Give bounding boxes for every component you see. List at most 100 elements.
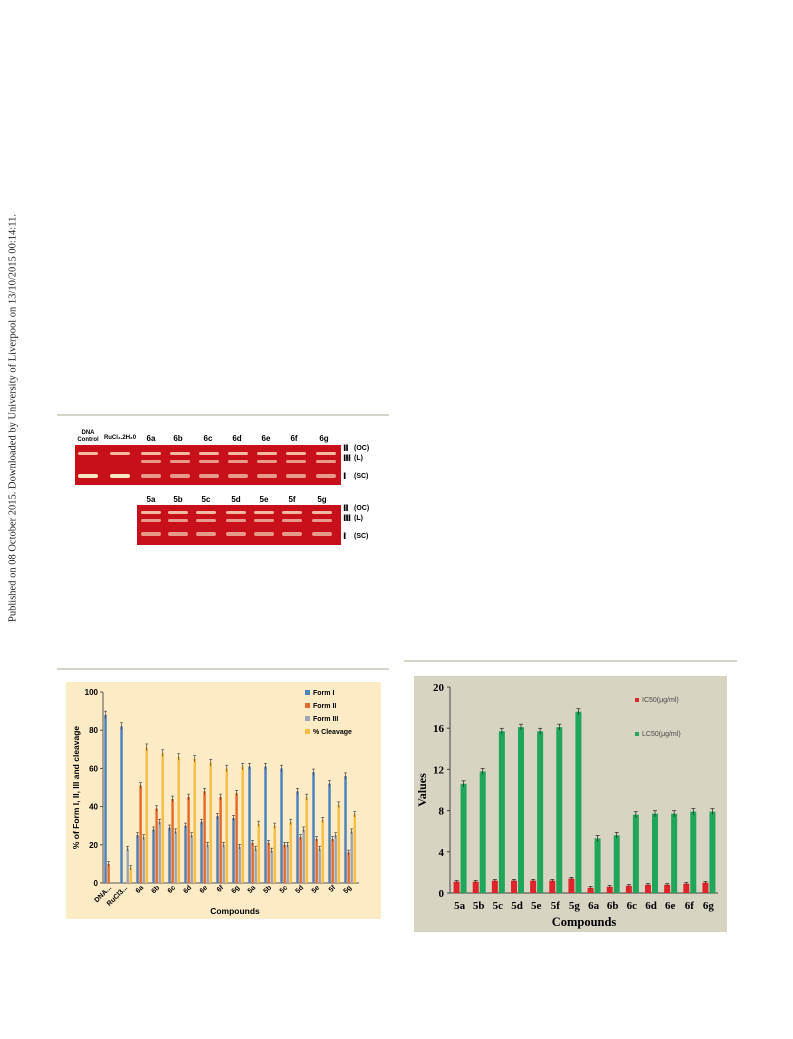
chart1-bar-form-iii-5a — [254, 848, 257, 883]
chart1-bar-cleavage-6e — [209, 762, 212, 883]
chart2-bar-ic50-g-ml-5d — [511, 880, 517, 893]
chart2-bar-lc50-g-ml-6e — [671, 813, 678, 893]
chart1-bar-form-i-6e — [200, 821, 203, 883]
gel-lane-label-rucl-2h-0: RuCl₃.2H₂0 — [103, 435, 137, 441]
gel-form-marker-2-2: III — [343, 514, 351, 524]
chart2-bar-lc50-g-ml-6f — [690, 811, 697, 893]
chart1-bar-form-ii-6d — [187, 797, 190, 883]
chart1-bar-form-iii-5c — [286, 844, 289, 883]
gel-band — [78, 452, 98, 455]
chart1-x-tick-label-5d: 5d — [294, 884, 305, 895]
chart2-x-tick-label-5a: 5a — [454, 900, 466, 912]
chart1-bar-form-ii-6a — [139, 785, 142, 883]
chart2-bar-ic50-g-ml-6d — [645, 884, 651, 893]
chart2-bar-ic50-g-ml-6a — [587, 887, 594, 893]
chart2-bar-lc50-g-ml-6d — [652, 813, 658, 893]
chart2-bar-ic50-g-ml-6b — [606, 886, 613, 893]
chart1-x-tick-label-6c: 6c — [167, 884, 178, 895]
chart1-x-tick-label-6g: 6g — [230, 884, 241, 895]
chart1-x-tick-label-5f: 5f — [328, 884, 338, 894]
gel-lane-label-6f: 6f — [290, 434, 298, 443]
toxicity-values-chart-svg: 0 4 8 12 16 20 Values 5a 5b 5c 5d 5e 5f 5g 6a 6b 6c 6d 6e 6… — [414, 676, 727, 932]
chart1-bar-form-iii-6e — [206, 844, 209, 883]
chart2-x-axis-label: Compounds — [552, 915, 617, 929]
chart1-x-tick-label-5c: 5c — [279, 884, 290, 895]
chart1-bar-form-iii-5b — [270, 850, 273, 883]
chart1-bar-cleavage-5c — [289, 821, 292, 883]
gel-image-row1 — [75, 445, 341, 485]
gel-lane-label-6c: 6c — [203, 434, 213, 443]
chart1-bar-form-iii-5d — [302, 829, 305, 883]
chart1-bar-form-iii-6d — [190, 835, 193, 883]
chart1-bar-cleavage-5a — [257, 823, 260, 883]
chart1-bar-form-ii-6g — [235, 793, 238, 883]
chart1-bar-form-i-dna — [104, 714, 107, 883]
chart1-bar-form-iii-6g — [238, 846, 241, 883]
chart2-bar-lc50-g-ml-5a — [460, 783, 467, 893]
chart2-legend-swatch-ic50-g-ml — [635, 698, 639, 702]
chart2-y-tick-label: 4 — [439, 847, 445, 859]
chart1-bar-form-ii-dna — [107, 863, 110, 883]
gel-band — [170, 474, 190, 478]
chart1-bar-cleavage-6d — [193, 758, 196, 883]
gel-band — [141, 474, 161, 478]
chart1-legend-swatch-form-ii — [305, 703, 310, 708]
rule-top-left — [57, 414, 389, 416]
gel-band — [199, 460, 219, 463]
gel-band — [257, 460, 277, 463]
chart1-bar-form-i-6a — [136, 835, 139, 883]
chart1-x-axis-label: Compounds — [210, 906, 260, 916]
chart2-x-tick-label-6d: 6d — [645, 900, 657, 912]
chart1-bar-form-i-5g — [344, 776, 347, 883]
chart1-x-tick-label-6f: 6f — [216, 884, 226, 894]
chart2-x-tick-label-5d: 5d — [511, 900, 523, 912]
gel-band — [316, 474, 336, 478]
chart2-y-tick-label: 8 — [439, 806, 445, 818]
chart1-bar-form-ii-6f — [219, 797, 222, 883]
chart2-bar-ic50-g-ml-6e — [664, 884, 671, 893]
gel-band — [226, 519, 246, 522]
chart1-bar-form-i-5e — [312, 772, 315, 883]
gel-band — [282, 532, 302, 536]
chart2-x-tick-label-6a: 6a — [588, 900, 600, 912]
chart2-x-tick-label-5f: 5f — [551, 900, 561, 912]
chart1-bar-cleavage-6b — [161, 753, 164, 883]
gel-band — [110, 452, 130, 455]
gel-band — [196, 519, 216, 522]
gel-image-row2 — [137, 505, 341, 545]
chart1-legend-label-form-iii: Form III — [313, 716, 338, 723]
chart2-y-tick-label: 0 — [439, 888, 445, 900]
chart1-bar-form-iii-5e — [318, 848, 321, 883]
chart1-y-tick-label: 100 — [85, 688, 99, 697]
chart1-legend-swatch-cleavage — [305, 729, 310, 734]
gel-lane-label-6e: 6e — [261, 434, 271, 443]
chart1-bar-form-ii-5e — [315, 839, 318, 883]
gel-band — [199, 452, 219, 455]
gel-band — [257, 474, 277, 478]
gel-band — [282, 511, 302, 514]
chart1-x-tick-label-6a: 6a — [135, 884, 146, 895]
gel-band — [254, 532, 274, 536]
chart1-bar-cleavage-5d — [305, 797, 308, 883]
chart1-y-tick-label: 40 — [89, 803, 98, 812]
gel-band — [199, 474, 219, 478]
gel-lane-label-5b: 5b — [173, 495, 183, 504]
chart1-bar-form-iii-5f — [334, 835, 337, 883]
gel-form-marker-1-2: III — [343, 454, 351, 464]
gel-band — [110, 474, 130, 478]
gel-band — [141, 532, 161, 536]
chart2-bar-ic50-g-ml-5a — [453, 881, 460, 893]
chart2-legend-label-ic50-g-ml: IC50(μg/ml) — [642, 697, 679, 704]
chart2-bar-lc50-g-ml-5b — [479, 771, 486, 893]
chart1-bar-form-ii-6b — [155, 808, 158, 883]
chart1-x-tick-label-6b: 6b — [150, 884, 161, 895]
chart2-bar-lc50-g-ml-6b — [613, 835, 620, 893]
chart2-x-tick-label-5b: 5b — [473, 900, 485, 912]
rule-mid-right — [404, 660, 737, 662]
gel-band — [141, 460, 161, 463]
chart2-bar-ic50-g-ml-5e — [530, 880, 537, 893]
chart1-bar-cleavage-6c — [177, 756, 180, 883]
chart1-bar-form-ii-5f — [331, 839, 334, 883]
gel-band — [170, 452, 190, 455]
gel-lane-label-5c: 5c — [201, 495, 211, 504]
